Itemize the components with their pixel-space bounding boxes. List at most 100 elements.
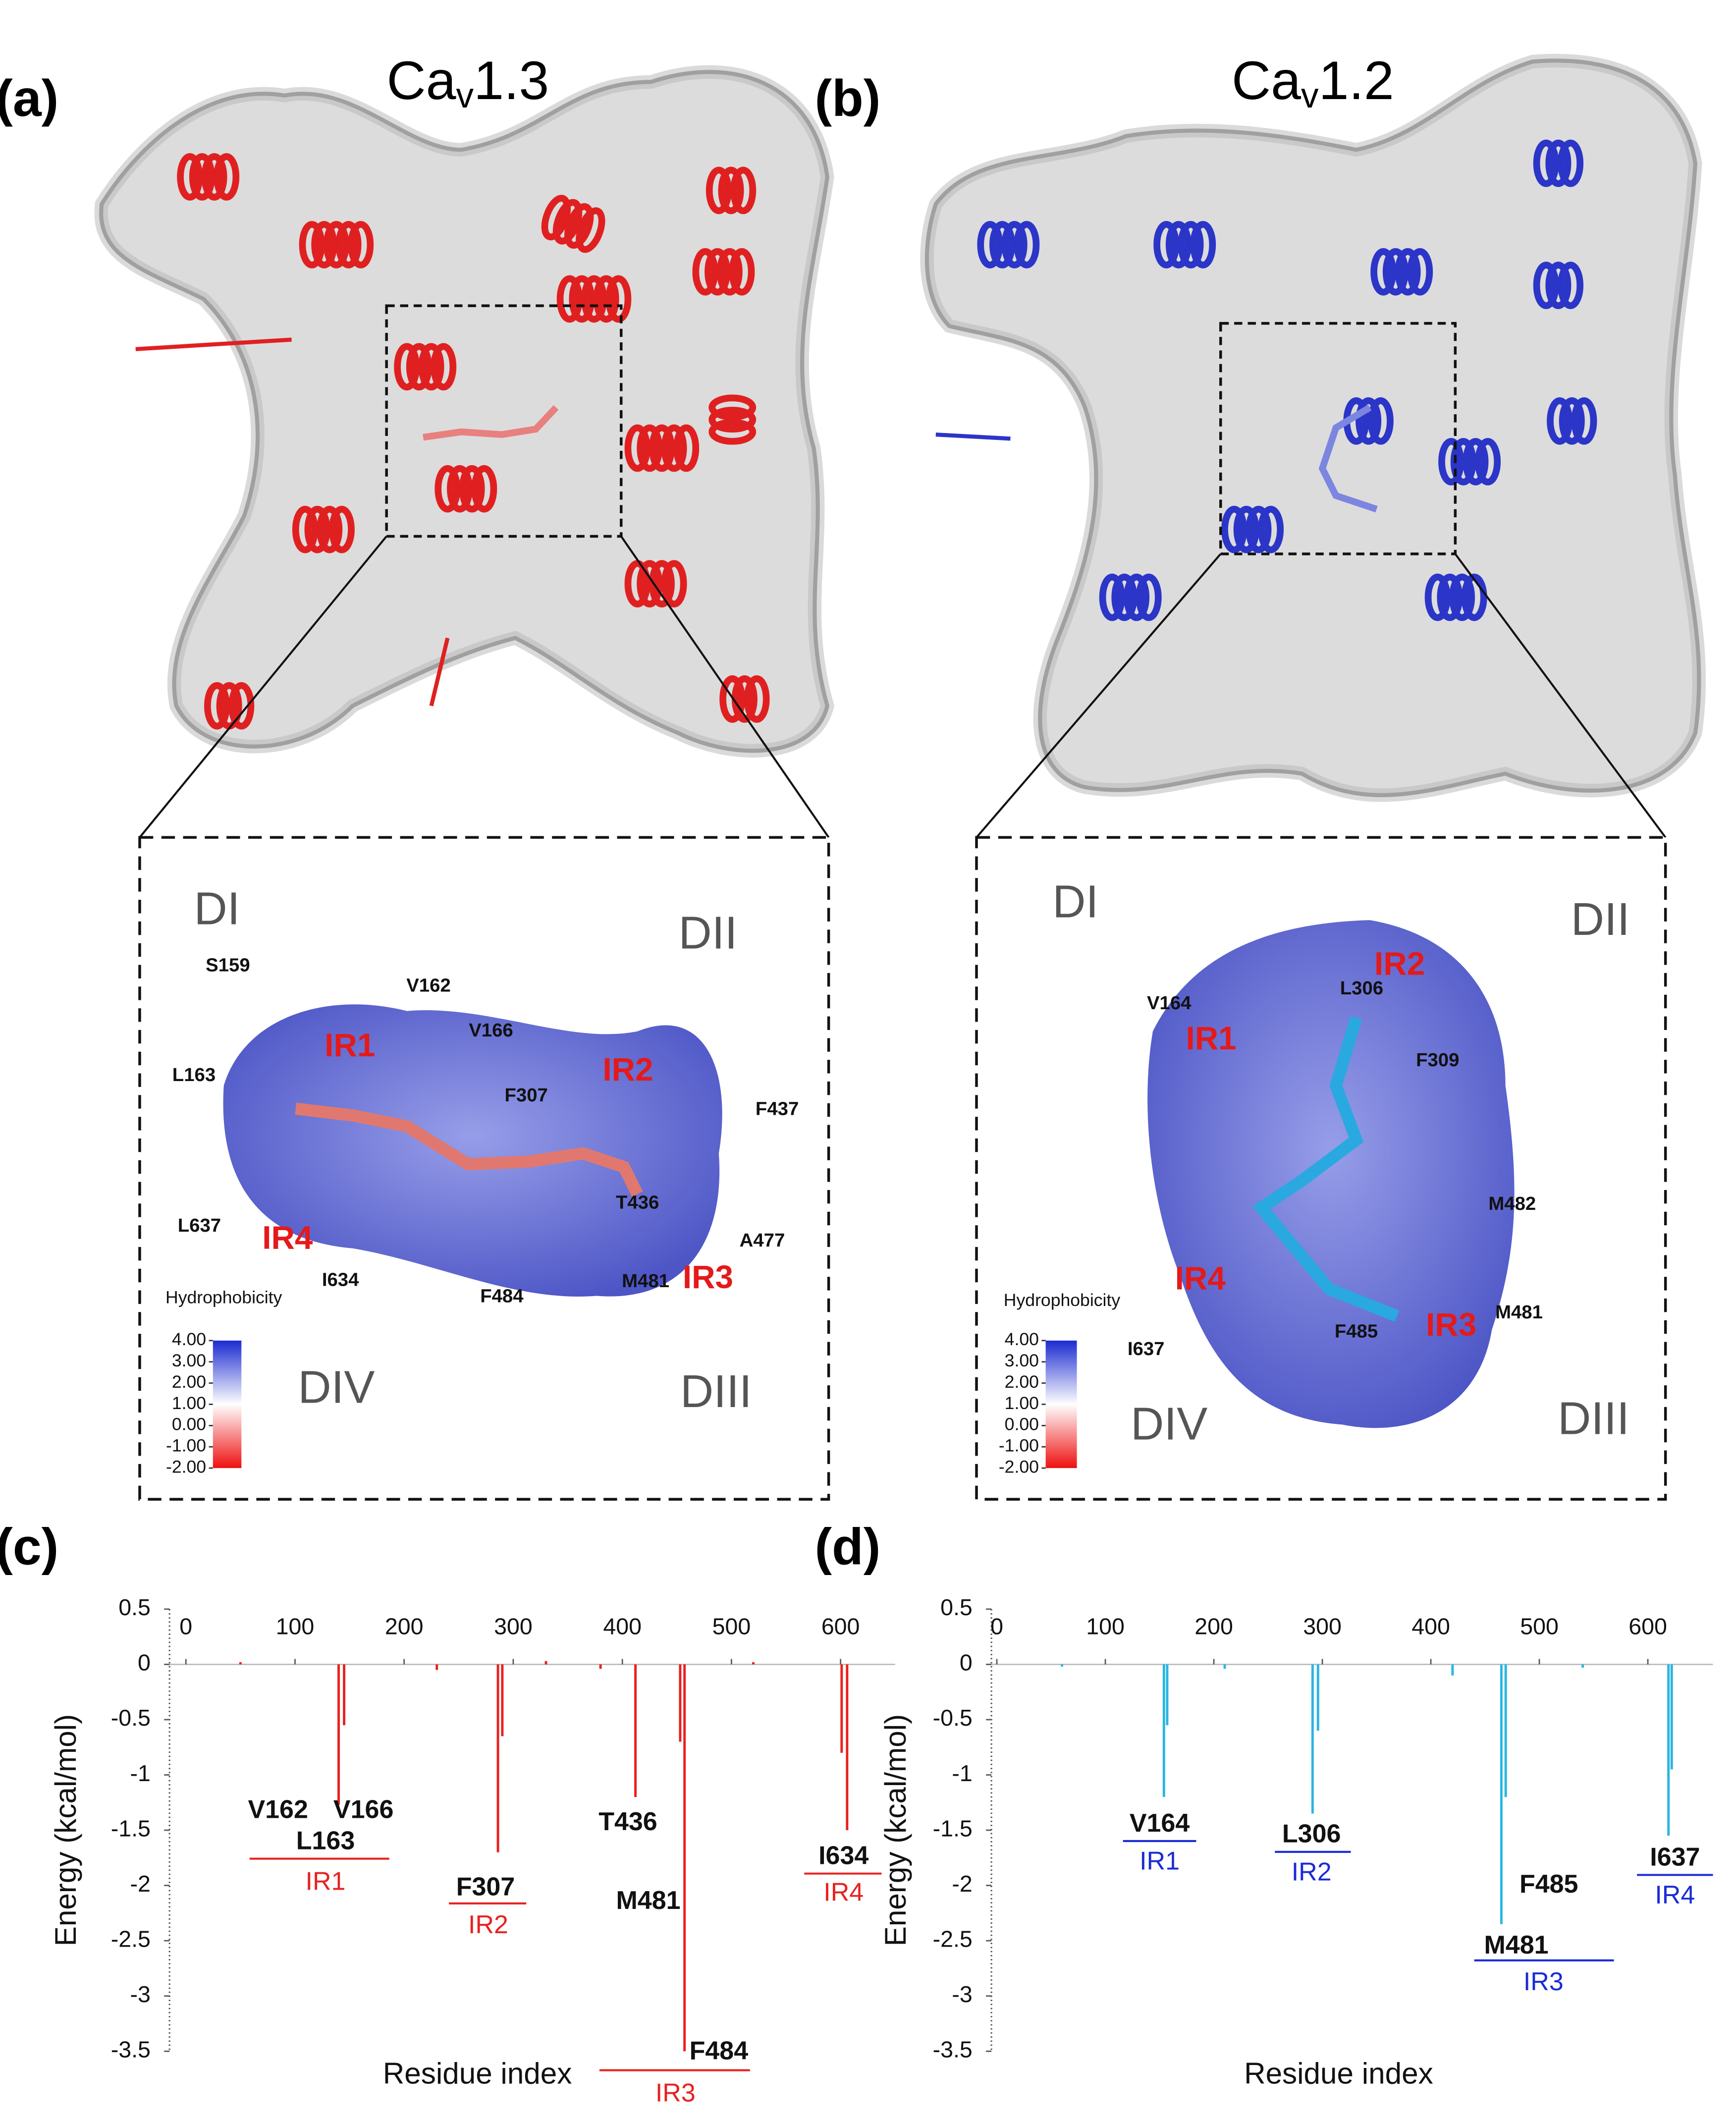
residue-annotation: T436 [598,1807,657,1836]
scale-title: Hydrophobicity [165,1287,282,1307]
residue-annotation: I634 [818,1842,868,1870]
helix-turn [541,195,571,241]
zoom-line [976,553,1222,838]
residue-annotation: F307 [456,1872,515,1901]
x-tick-label: 300 [494,1613,533,1639]
helix-turn [214,153,240,201]
residue-annotation: M481 [1484,1931,1548,1959]
region-label: IR1 [1186,1020,1236,1056]
residue-label: F484 [480,1285,524,1306]
y-tick-label: -0.5 [111,1705,151,1731]
y-tick-label: -3 [130,1981,150,2007]
helix-turn [719,675,746,723]
helix-turn [348,220,374,269]
helix-turn [977,220,1003,269]
y-axis-label: Energy (kcal/mol) [49,1714,82,1947]
helix [1153,220,1216,269]
helix-turn [1246,505,1272,553]
helix-turn [1545,139,1572,187]
helix [1099,573,1162,621]
bar [544,1661,547,1665]
region-annotation: IR4 [1655,1881,1695,1909]
helix-turn [459,465,485,513]
helix-turn [1547,397,1573,445]
ligand [1252,1016,1400,1322]
residue-label: M481 [622,1270,669,1292]
y-tick-label: -2 [952,1871,972,1897]
bar [343,1664,346,1726]
helix-turn [335,220,362,269]
helix-turn [317,505,343,553]
helix-turn [661,560,687,608]
helix-turn [1233,505,1259,553]
bar [679,1664,682,1742]
residue-label: V162 [406,975,450,996]
panel-title: Cav1.2 [1232,51,1394,115]
helix-turn [744,675,770,723]
title-base: Ca [387,51,456,111]
helix-turn [637,560,663,608]
domain-label: DIII [1558,1393,1629,1444]
helix [1533,262,1584,309]
helix-turn [1559,397,1585,445]
helix-turn [1014,220,1040,269]
y-tick-label: 0.5 [118,1594,151,1620]
helix-turn [1395,248,1421,296]
helix-turn [649,560,675,608]
helix [624,424,700,472]
y-tick-label: 0 [960,1650,973,1676]
title-rest: 1.3 [474,51,549,111]
helix-turn [1571,397,1597,445]
y-tick-label: -1 [130,1760,150,1786]
title-sub: v [456,76,474,115]
helix-turn [593,275,619,323]
helix-turn [299,220,325,269]
helix-turn [673,424,700,472]
helix-turn [1370,248,1397,296]
region-label: IR4 [1175,1260,1226,1297]
region-annotation: IR1 [306,1867,346,1896]
helix-turn [447,465,473,513]
color-bar-label: 1.00 [172,1393,206,1413]
helix [1424,573,1487,621]
helix-turn [323,220,349,269]
bar [501,1664,504,1737]
y-tick-label: -3 [952,1981,972,2007]
helix-turn [661,424,687,472]
helix-turn [228,682,255,730]
helix [1547,397,1597,445]
helix-turn [431,343,457,391]
helix-turn [569,275,595,323]
x-tick-label: 400 [1411,1613,1450,1639]
helix [299,220,374,269]
residue-label: I637 [1128,1338,1165,1360]
helix-turn [328,505,355,553]
helix-turn [581,275,607,323]
residue-label: T436 [616,1192,659,1213]
region-annotation: IR3 [655,2079,696,2108]
helix-turn [705,248,731,296]
bar [1162,1664,1165,1797]
helix-turn [1437,573,1463,621]
residue-annotation: M481 [616,1886,680,1915]
helix-turn [1407,248,1433,296]
color-bar-label: 2.00 [1005,1372,1039,1392]
y-tick-label: -1 [952,1760,972,1786]
helix-turn [624,560,651,608]
helix-turn [552,199,583,245]
helix [977,220,1040,269]
color-bar [213,1340,242,1468]
color-bar-label: 1.00 [1005,1393,1039,1413]
domain-label: DIII [680,1365,752,1417]
x-tick-label: 200 [1194,1613,1233,1639]
y-tick-label: 0 [138,1650,151,1676]
color-bar-label: 4.00 [1005,1329,1039,1349]
x-tick-label: 600 [1628,1613,1667,1639]
title-rest: 1.2 [1319,51,1394,111]
zoom-line [620,536,830,838]
helix-turn [304,505,330,553]
helix [705,166,757,215]
helix [204,682,255,730]
color-bar [1045,1340,1077,1468]
helix-turn [471,465,497,513]
